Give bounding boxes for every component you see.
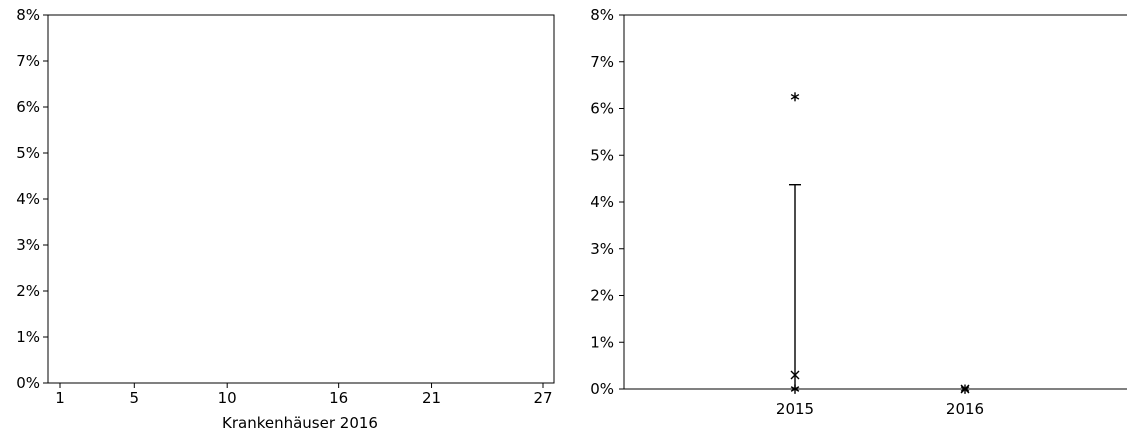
left-x-axis: 1 5 10 16 21 27 bbox=[55, 383, 553, 407]
left-y-tick-label: 5% bbox=[16, 144, 40, 162]
right-x-tick-label: 2016 bbox=[946, 400, 984, 418]
median-2015 bbox=[790, 384, 800, 394]
right-y-tick-label: 0% bbox=[590, 380, 614, 398]
left-plot-frame bbox=[47, 14, 555, 384]
left-x-tick-label: 16 bbox=[329, 389, 348, 407]
right-x-axis: 2015 2016 bbox=[776, 389, 984, 418]
left-y-tick-label: 1% bbox=[16, 328, 40, 346]
left-y-axis: 0% 1% 2% 3% 4% 5% 6% 7% 8% bbox=[16, 6, 48, 392]
left-y-tick-label: 6% bbox=[16, 98, 40, 116]
right-y-tick-label: 6% bbox=[590, 100, 614, 118]
right-plot-marks bbox=[789, 92, 970, 394]
hospital-distribution-chart: 0% 1% 2% 3% 4% 5% 6% 7% 8% 1 5 10 16 21 27 Krankenhäu… bbox=[16, 6, 555, 432]
left-x-tick-label: 5 bbox=[130, 389, 140, 407]
left-x-axis-title: Krankenhäuser 2016 bbox=[222, 414, 378, 432]
outlier-2015 bbox=[790, 92, 800, 102]
left-x-tick-label: 27 bbox=[533, 389, 552, 407]
left-x-tick-label: 21 bbox=[422, 389, 441, 407]
left-y-tick-label: 2% bbox=[16, 282, 40, 300]
right-y-tick-label: 4% bbox=[590, 193, 614, 211]
right-y-axis: 0% 1% 2% 3% 4% 5% 6% 7% 8% bbox=[590, 6, 624, 398]
left-y-tick-label: 4% bbox=[16, 190, 40, 208]
right-y-tick-label: 7% bbox=[590, 53, 614, 71]
right-y-tick-label: 3% bbox=[590, 240, 614, 258]
left-x-tick-label: 1 bbox=[55, 389, 65, 407]
yearly-boxplot-chart: 0% 1% 2% 3% 4% 5% 6% 7% 8% 2015 2016 bbox=[590, 6, 1127, 418]
mean-2016 bbox=[960, 384, 970, 394]
right-x-tick-label: 2015 bbox=[776, 400, 814, 418]
right-y-tick-label: 2% bbox=[590, 287, 614, 305]
left-y-tick-label: 8% bbox=[16, 6, 40, 24]
left-y-tick-label: 0% bbox=[16, 374, 40, 392]
left-y-tick-label: 3% bbox=[16, 236, 40, 254]
left-x-tick-label: 10 bbox=[218, 389, 237, 407]
left-y-tick-label: 7% bbox=[16, 52, 40, 70]
right-y-tick-label: 1% bbox=[590, 333, 614, 351]
right-y-tick-label: 8% bbox=[590, 6, 614, 24]
mean-2015 bbox=[790, 370, 800, 380]
right-y-tick-label: 5% bbox=[590, 146, 614, 164]
